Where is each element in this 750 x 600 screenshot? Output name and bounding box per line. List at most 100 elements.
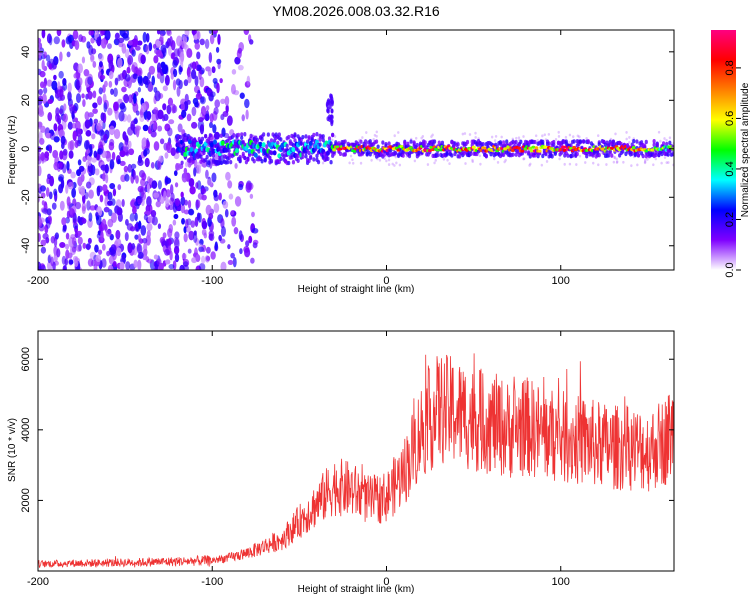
- heatmap-cell: [169, 184, 174, 195]
- heatmap-cell: [117, 184, 122, 191]
- heatmap-cell: [136, 195, 143, 204]
- heatmap-cell: [204, 38, 210, 49]
- heatmap-cell: [255, 137, 259, 143]
- heatmap-cell: [420, 136, 423, 140]
- heatmap-cell: [131, 64, 136, 73]
- heatmap-cell: [285, 143, 289, 149]
- heatmap-cell: [576, 134, 580, 138]
- heatmap-cell: [397, 131, 400, 134]
- heatmap-cell: [227, 180, 233, 189]
- heatmap-cell: [557, 130, 560, 134]
- heatmap-cell: [58, 183, 64, 194]
- heatmap-cell: [131, 49, 136, 57]
- heatmap-cell: [520, 149, 525, 153]
- heatmap-cell: [40, 185, 46, 192]
- heatmap-cell: [170, 192, 175, 202]
- colorbar-ticks: 0.0 0.2 0.4 0.6 0.8: [724, 60, 741, 278]
- heatmap-cell: [365, 131, 368, 134]
- heatmap-cell: [71, 122, 77, 129]
- heatmap-cell: [126, 66, 131, 74]
- heatmap-cell: [47, 255, 51, 264]
- heatmap-cell: [195, 254, 201, 263]
- heatmap-cell: [245, 240, 250, 247]
- heatmap-cell: [166, 30, 172, 37]
- heatmap-cell: [157, 161, 162, 171]
- heatmap-cell: [215, 160, 219, 165]
- chart-title: YM08.2026.008.03.32.R16: [272, 3, 440, 19]
- heatmap-cell: [232, 257, 237, 268]
- heatmap-cell: [84, 119, 91, 129]
- heatmap-cell: [614, 132, 617, 136]
- heatmap-cell: [184, 30, 190, 38]
- heatmap-cell: [218, 157, 222, 162]
- heatmap-cell: [541, 153, 545, 159]
- heatmap-cell: [88, 44, 94, 56]
- heatmap-cell: [663, 137, 666, 140]
- heatmap-cell: [40, 264, 47, 270]
- heatmap-cell: [187, 199, 192, 209]
- heatmap-cell: [226, 115, 233, 126]
- heatmap-cell: [359, 161, 363, 165]
- heatmap-cell: [180, 51, 185, 63]
- heatmap-cell: [94, 168, 100, 176]
- heatmap-cell: [166, 37, 171, 47]
- heatmap-cell: [517, 146, 522, 150]
- heatmap-cell: [157, 109, 164, 120]
- heatmap-cell: [193, 85, 200, 94]
- colorbar-tick-label: 0.6: [724, 111, 736, 126]
- heatmap-cell: [287, 160, 291, 166]
- heatmap-cell: [217, 33, 221, 45]
- heatmap-cell: [570, 153, 575, 158]
- heatmap-cell: [516, 148, 520, 154]
- heatmap-cell: [644, 158, 647, 162]
- heatmap-cell: [448, 162, 451, 166]
- heatmap-cell: [124, 49, 130, 59]
- snr-axes: -200 -100 0 100 2000 4000 6000: [20, 331, 674, 588]
- heatmap-cell: [146, 110, 152, 121]
- heatmap-cell: [572, 139, 576, 144]
- heatmap-cell: [81, 56, 86, 64]
- heatmap-cell: [97, 70, 103, 80]
- heatmap-cell: [342, 143, 346, 148]
- heatmap-cell: [146, 183, 150, 194]
- heatmap-cell: [135, 110, 140, 116]
- heatmap-cell: [114, 77, 119, 86]
- heatmap-cell: [108, 59, 114, 71]
- heatmap-cell: [534, 146, 539, 150]
- heatmap-cell: [117, 159, 121, 165]
- heatmap-cell: [193, 167, 197, 177]
- heatmap-cell: [189, 136, 194, 141]
- heatmap-cell: [113, 101, 119, 112]
- heatmap-cell: [498, 140, 503, 145]
- snr-panel: -200 -100 0 100 2000 4000 6000 Height of strai…: [7, 330, 675, 595]
- heatmap-cell: [578, 135, 581, 139]
- heatmap-cell: [99, 30, 104, 37]
- heatmap-cell: [503, 160, 506, 164]
- heatmap-cell: [40, 125, 46, 133]
- heatmap-cell: [94, 244, 99, 253]
- heatmap-cell: [121, 43, 127, 54]
- heatmap-cell: [208, 52, 213, 63]
- heatmap-cell: [62, 265, 66, 270]
- heatmap-cell: [172, 105, 178, 114]
- heatmap-cell: [327, 136, 332, 141]
- heatmap-cell: [393, 150, 397, 156]
- spec-x-tick-label: 0: [383, 275, 389, 287]
- heatmap-cell: [74, 230, 79, 239]
- heatmap-cell: [440, 140, 445, 145]
- heatmap-cell: [81, 205, 86, 215]
- heatmap-cell: [180, 196, 186, 206]
- heatmap-cell: [269, 150, 274, 155]
- heatmap-cell: [69, 207, 73, 215]
- heatmap-cell: [58, 70, 64, 79]
- heatmap-cell: [97, 96, 103, 106]
- heatmap-cell: [140, 54, 146, 65]
- heatmap-cell: [312, 157, 316, 162]
- heatmap-cell: [136, 243, 143, 254]
- heatmap-cell: [391, 162, 394, 166]
- heatmap-cell: [543, 133, 546, 137]
- heatmap-cell: [220, 261, 227, 270]
- heatmap-cell: [229, 159, 233, 165]
- heatmap-cell: [533, 139, 537, 145]
- heatmap-cell: [578, 154, 582, 158]
